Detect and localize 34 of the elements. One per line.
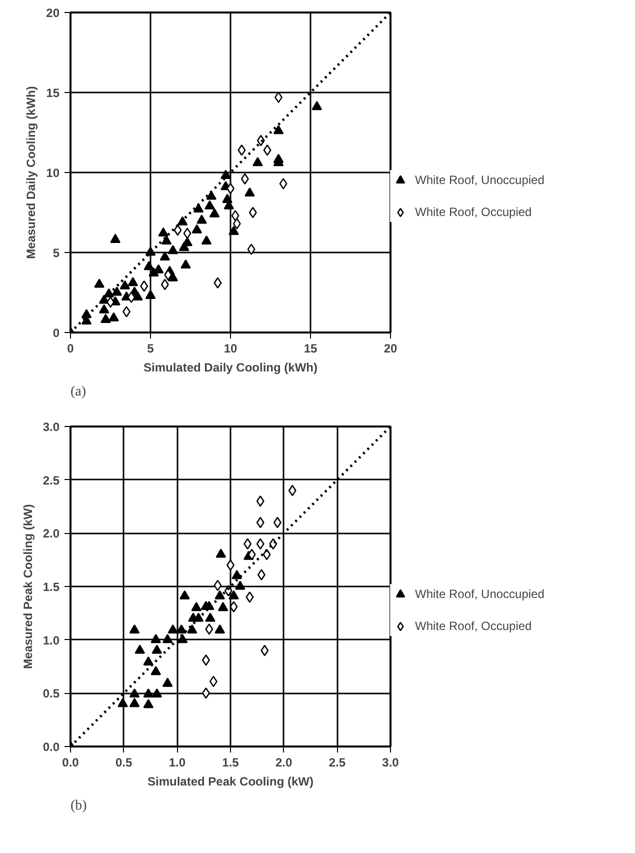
x-tick-label: 20 [384, 342, 398, 356]
y-tick-label: 0.5 [42, 686, 60, 701]
legend-label: White Roof, Occupied [415, 205, 532, 219]
x-tick-label: 5 [147, 342, 154, 356]
x-tick-label: 2.5 [328, 756, 346, 770]
y-tick-label: 20 [46, 6, 60, 20]
x-axis-title: Simulated Peak Cooling (kW) [147, 774, 314, 788]
legend-label: White Roof, Unoccupied [415, 173, 544, 187]
y-axis-title: Measured Daily Cooling (kWh) [24, 86, 38, 259]
y-tick-label: 1.5 [42, 580, 60, 594]
x-tick-label: 1.0 [168, 756, 186, 770]
y-tick-label: 0 [52, 326, 60, 340]
y-tick-label: 0.0 [42, 740, 60, 754]
x-tick-label: 0.0 [62, 756, 80, 770]
legend-label: White Roof, Occupied [415, 619, 532, 633]
legend-label: White Roof, Unoccupied [415, 587, 544, 601]
y-tick-label: 10 [46, 166, 60, 180]
y-tick-label: 2.5 [42, 473, 60, 488]
y-tick-label: 3.0 [42, 420, 60, 434]
text: (b) [70, 798, 88, 814]
y-tick-label: 15 [46, 86, 60, 100]
x-tick-label: 2.0 [275, 756, 292, 770]
y-tick-label: 2.0 [42, 526, 60, 541]
x-tick-label: 1.5 [222, 756, 240, 770]
x-tick-label: 0.5 [115, 756, 132, 770]
x-tick-label: 3.0 [382, 756, 400, 770]
y-tick-label: 1.0 [42, 633, 60, 648]
x-tick-label: 10 [224, 342, 238, 356]
x-axis-title: Simulated Daily Cooling (kWh) [143, 360, 318, 374]
text: (a) [70, 384, 86, 400]
y-tick-label: 5 [52, 246, 60, 260]
x-tick-label: 15 [304, 342, 318, 356]
x-tick-label: 0 [67, 342, 74, 356]
y-axis-title: Measured Peak Cooling (kW) [20, 504, 35, 669]
